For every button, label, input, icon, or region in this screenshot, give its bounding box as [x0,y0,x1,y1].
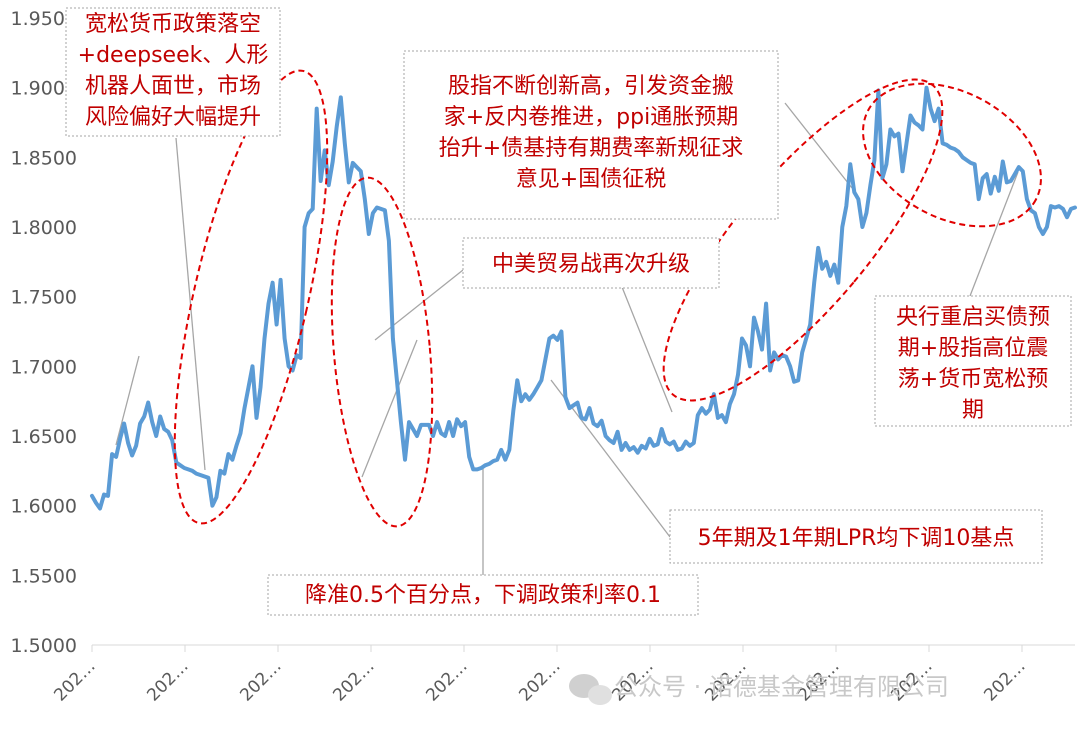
series-line-0 [90,85,1077,511]
y-tick-label: 1.8000 [11,217,77,239]
annotation-line: 家+反内卷推进，ppi通胀预期 [444,105,738,130]
x-tick-label: 202… [329,656,378,705]
series-layer [90,85,1077,511]
annotation-line: 央行重启买债预 [896,305,1050,330]
annotation-line: +deepseek、人形 [78,43,269,68]
annotation-line: 5年期及1年期LPR均下调10基点 [698,526,1015,551]
x-tick-label: 202… [143,656,192,705]
x-tick-label: 202… [515,656,564,705]
watermark: 公众号 · 诺德基金管理有限公司 [569,673,949,705]
watermark-text: 公众号 · 诺德基金管理有限公司 [614,673,949,701]
annotation-box [403,50,779,220]
annotation-line: 期+股指高位震 [898,336,1048,361]
y-tick-label: 1.7500 [11,287,77,309]
y-tick-label: 1.7000 [11,356,77,378]
annotation-2: 中美贸易战再次升级 [462,237,720,289]
y-tick-label: 1.9500 [11,8,77,30]
y-tick-label: 1.6000 [11,496,77,518]
annotation-line: 降准0.5个百分点，下调政策利率0.1 [305,583,661,608]
leader-line [969,171,1019,297]
annotation-box [267,574,699,616]
y-tick-label: 1.6500 [11,426,77,448]
y-tick-label: 1.5000 [11,635,77,657]
leader-line [784,102,853,189]
annotation-line: 荡+货币宽松预 [898,367,1048,392]
wechat-icon [569,674,612,705]
annotation-line: 宽松货币政策落空 [85,12,261,37]
x-tick-label: 202… [236,656,285,705]
leader-line [374,269,464,341]
annotation-line: 抬升+债基持有期费率新规征求 [439,136,743,161]
leader-line [361,339,418,478]
annotation-1: 股指不断创新高，引发资金搬家+反内卷推进，ppi通胀预期抬升+债基持有期费率新规… [403,50,779,220]
annotation-line: 期 [962,398,984,423]
annotation-box [669,509,1043,564]
leader-line [619,281,673,413]
annotation-line: 风险偏好大幅提升 [85,105,261,130]
y-tick-label: 1.5500 [11,565,77,587]
y-tick-label: 1.8500 [11,147,77,169]
y-axis-ticks: 1.5000 1.5500 1.6000 1.6500 1.7000 1.7500 1.80… [11,8,77,657]
highlight-ellipse [330,176,434,528]
annotation-line: 机器人面世，市场 [85,74,261,99]
annotation-box [462,237,720,289]
annotation-line: 中美贸易战再次升级 [492,252,690,277]
annotation-box [874,295,1072,427]
annotation-line: 股指不断创新高，引发资金搬 [448,74,734,99]
y-tick-label: 1.9000 [11,78,77,100]
leader-line [115,355,140,446]
x-tick-label: 202… [50,656,99,705]
annotation-5: 降准0.5个百分点，下调政策利率0.1 [267,574,699,616]
highlight-ellipse [173,69,329,525]
x-tick-label: 202… [980,656,1029,705]
x-tick-label: 202… [422,656,471,705]
annotation-box [65,7,281,137]
highlight-ellipse [862,82,1042,228]
annotation-line: 意见+国债征税 [516,167,666,192]
annotation-4: 5年期及1年期LPR均下调10基点 [669,509,1043,564]
